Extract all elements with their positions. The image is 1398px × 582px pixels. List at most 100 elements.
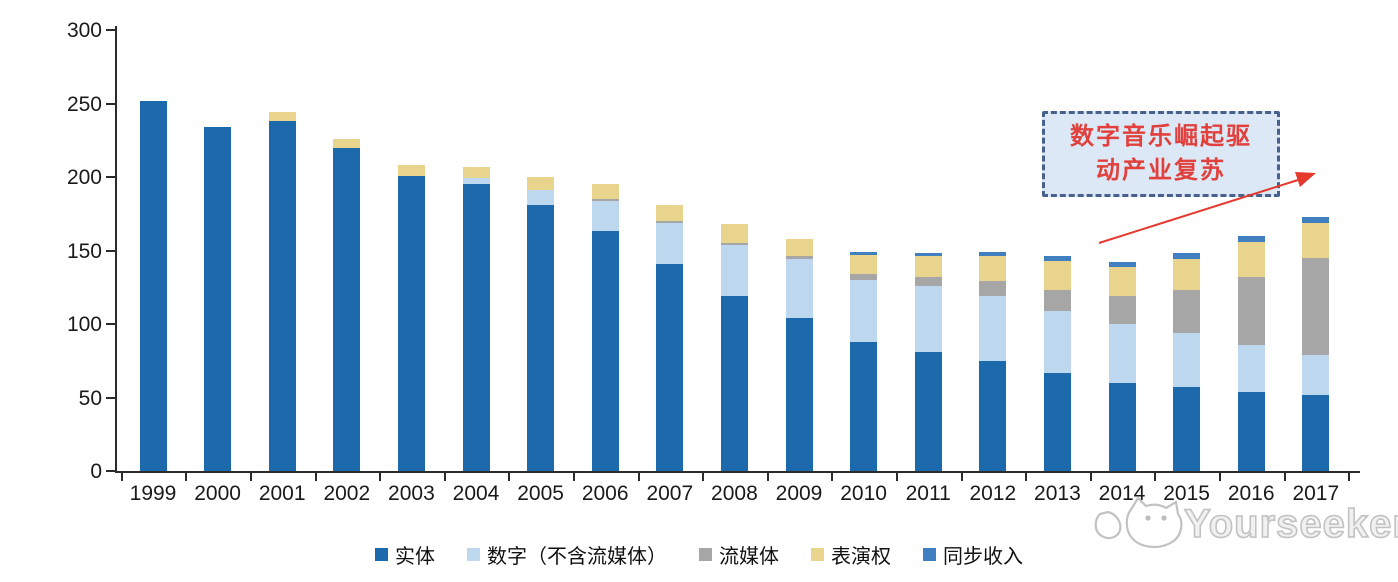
- bar-segment-2013: [1043, 260, 1071, 291]
- bar-segment-2006: [591, 200, 619, 232]
- x-axis-label: 2004: [452, 482, 500, 505]
- legend-item: 同步收入: [923, 540, 1023, 569]
- bar-segment-2012: [979, 296, 1007, 361]
- bar-segment-2014: [1108, 324, 1136, 383]
- x-tick: [443, 473, 446, 481]
- legend-swatch-icon: [699, 548, 712, 561]
- x-tick: [572, 473, 575, 481]
- x-axis-label: 2009: [775, 482, 823, 505]
- bar-segment-2002: [333, 138, 361, 148]
- legend-label: 同步收入: [943, 546, 1023, 568]
- bar-segment-2003: [397, 175, 425, 471]
- x-tick: [120, 473, 123, 481]
- bar-segment-2009: [785, 318, 813, 471]
- y-axis-label: 0: [90, 460, 102, 483]
- bar-segment-2008: [720, 243, 748, 245]
- bar-segment-2005: [527, 204, 555, 471]
- x-axis-label: 2017: [1292, 482, 1340, 505]
- bar-segment-2015: [1173, 332, 1201, 388]
- legend-item: 实体: [375, 540, 435, 569]
- x-tick: [831, 473, 834, 481]
- x-axis-label: 2002: [323, 482, 371, 505]
- cat-logo-icon: [1094, 496, 1183, 548]
- x-axis-label: 2007: [646, 482, 694, 505]
- bar-segment-2010: [850, 279, 878, 342]
- legend-item: 数字（不含流媒体）: [467, 540, 667, 569]
- legend-swatch-icon: [467, 548, 480, 561]
- bar-segment-2012: [979, 360, 1007, 471]
- bar-segment-2004: [462, 184, 490, 471]
- bar-segment-2004: [462, 178, 490, 185]
- bar-segment-2017: [1302, 394, 1330, 471]
- annotation-line2: 动产业复苏: [1096, 157, 1226, 184]
- bar-segment-2008: [720, 244, 748, 297]
- bar-segment-2012: [979, 251, 1007, 257]
- x-axis-label: 2015: [1163, 482, 1210, 505]
- bar-segment-2016: [1237, 276, 1265, 345]
- x-axis-label: 2005: [517, 482, 564, 505]
- bar-segment-2007: [656, 204, 684, 222]
- bar-segment-2013: [1043, 372, 1071, 471]
- x-tick: [702, 473, 705, 481]
- bar-segment-2015: [1173, 259, 1201, 291]
- y-tick: [106, 176, 115, 178]
- bar-segment-2000: [204, 127, 232, 471]
- x-axis-line: [115, 471, 1360, 473]
- y-axis-label: 300: [66, 19, 102, 42]
- y-tick: [106, 470, 115, 472]
- y-axis-label: 150: [66, 239, 102, 263]
- annotation-callout: 数字音乐崛起驱 动产业复苏: [1042, 111, 1280, 197]
- x-tick: [508, 473, 511, 481]
- bar-segment-2005: [527, 177, 555, 191]
- bar-segment-2011: [914, 285, 942, 352]
- bar-segment-2012: [979, 281, 1007, 297]
- y-axis-label: 250: [66, 92, 102, 116]
- bar-segment-2007: [656, 263, 684, 471]
- bar-segment-2008: [720, 224, 748, 244]
- bar-segment-2017: [1302, 257, 1330, 355]
- legend-label: 流媒体: [719, 546, 779, 568]
- x-axis-label: 1999: [129, 482, 177, 505]
- legend-swatch-icon: [375, 548, 388, 561]
- bar-segment-2012: [979, 256, 1007, 282]
- x-tick: [960, 473, 963, 481]
- bar-segment-2015: [1173, 290, 1201, 333]
- y-tick: [106, 396, 115, 399]
- x-axis-label: 2010: [840, 482, 887, 505]
- x-axis-label: 2000: [194, 482, 241, 505]
- bar-segment-2010: [850, 251, 878, 255]
- bar-segment-2011: [914, 253, 942, 257]
- bar-segment-2009: [785, 256, 813, 260]
- x-tick: [249, 473, 252, 481]
- bar-segment-2009: [785, 238, 813, 257]
- x-tick: [1025, 473, 1028, 481]
- bar-segment-2013: [1043, 290, 1071, 311]
- legend-label: 表演权: [831, 546, 891, 568]
- x-tick: [895, 473, 898, 481]
- y-axis-label: 50: [78, 386, 102, 410]
- bar-segment-2014: [1108, 262, 1136, 267]
- bar-segment-2008: [720, 296, 748, 471]
- y-axis-label: 100: [66, 313, 102, 336]
- bar-segment-2015: [1173, 253, 1201, 260]
- bar-segment-2006: [591, 199, 619, 201]
- legend-item: 表演权: [811, 540, 891, 569]
- x-tick: [637, 473, 640, 481]
- x-tick: [766, 473, 769, 481]
- bar-segment-2006: [591, 184, 619, 200]
- bar-segment-2001: [268, 121, 296, 471]
- watermark: Yourseeker: [1092, 496, 1398, 552]
- bar-segment-2014: [1108, 296, 1136, 324]
- x-tick: [379, 473, 382, 481]
- bar-segment-2009: [785, 259, 813, 319]
- legend-swatch-icon: [923, 548, 936, 561]
- bar-segment-2013: [1043, 310, 1071, 373]
- bar-segment-2014: [1108, 266, 1136, 297]
- bar-segment-2006: [591, 231, 619, 471]
- bar-segment-2005: [527, 190, 555, 205]
- bar-segment-2010: [850, 274, 878, 280]
- x-axis-label: 2008: [711, 482, 758, 505]
- legend-swatch-icon: [811, 548, 824, 561]
- bar-segment-2016: [1237, 235, 1265, 242]
